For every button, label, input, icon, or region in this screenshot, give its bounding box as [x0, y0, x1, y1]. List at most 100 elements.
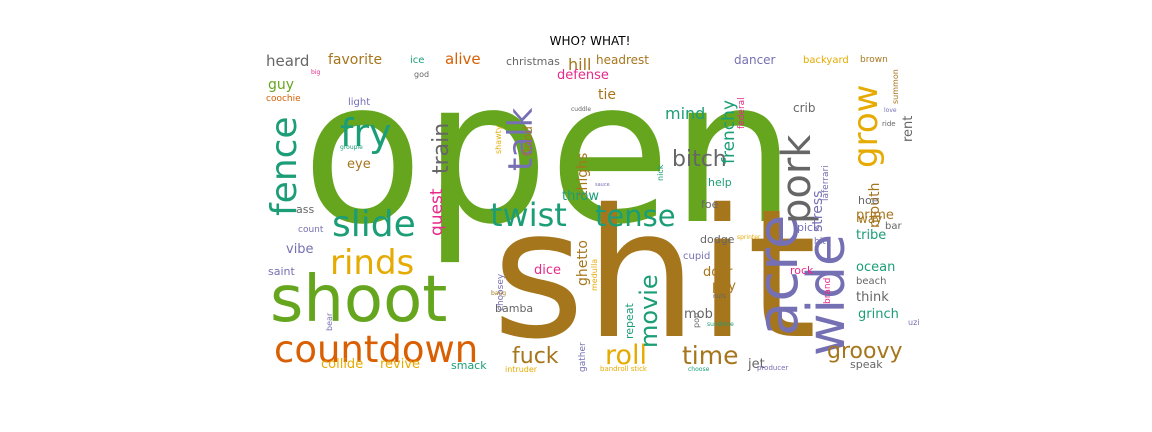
word-flood: flood	[521, 126, 535, 156]
word-brand: brand	[823, 278, 833, 304]
word-iconic: iconic	[358, 111, 381, 120]
word-love: love	[884, 107, 897, 114]
word-fence: fence	[264, 116, 305, 216]
word-medulla: medulla	[590, 259, 599, 291]
word-heard: heard	[266, 52, 309, 70]
word-defense: defense	[557, 68, 609, 83]
word-gather: gather	[578, 342, 588, 372]
word-mouth: mouth	[867, 183, 883, 228]
word-tie: tie	[598, 87, 616, 103]
word-shawty: shawty	[494, 125, 503, 154]
word-rinds: rinds	[330, 243, 414, 283]
word-nick: nick	[656, 164, 665, 181]
word-grow: grow	[846, 85, 886, 168]
word-bear: bear	[325, 312, 334, 331]
word-mob: mob	[684, 307, 713, 322]
word-dodge: dodge	[700, 233, 735, 246]
word-coochie: coochie	[266, 94, 301, 104]
chart-title: WHO? WHAT!	[549, 34, 631, 48]
word-throw: throw	[562, 189, 599, 204]
word-backyard: backyard	[803, 55, 849, 66]
word-federal: federal	[737, 97, 747, 129]
word-bamba: bamba	[495, 302, 533, 315]
word-hoe: hoe	[858, 194, 879, 207]
word-jet: jet	[747, 357, 765, 372]
word-groovy: groovy	[827, 339, 903, 364]
word-thighs: thighs	[575, 153, 591, 196]
word-bitch: bitch	[672, 147, 727, 172]
word-grinch: grinch	[858, 307, 899, 322]
word-acre: acre	[746, 215, 811, 336]
word-dancer: dancer	[734, 53, 776, 67]
word-bang: bang	[491, 290, 506, 297]
word-speak: speak	[850, 358, 883, 371]
word-pop: pop	[692, 313, 701, 328]
word-alive: alive	[445, 50, 481, 68]
word-smack: smack	[451, 359, 487, 372]
word-choose: choose	[688, 366, 710, 373]
word-pay: pay	[712, 279, 736, 294]
word-open: open	[302, 46, 796, 268]
word-help: help	[708, 176, 732, 189]
word-shoot: shoot	[270, 263, 447, 337]
word-uzi: uzi	[908, 318, 920, 327]
word-foe: foe	[701, 198, 719, 211]
word-countdown: countdown	[274, 328, 478, 371]
word-tribe: tribe	[856, 228, 886, 243]
word-ice: ice	[410, 55, 424, 66]
word-fuck: fuck	[512, 344, 559, 369]
word-prime: prime	[856, 208, 894, 223]
word-collide: collide	[321, 357, 363, 372]
word-hit: hit	[814, 237, 826, 247]
word-shit: shit	[492, 171, 817, 378]
word-pick: pick	[797, 221, 820, 234]
word-frenchy: frenchy	[719, 100, 739, 164]
word-nuts: nuts	[713, 293, 726, 300]
word-bar: bar	[885, 221, 902, 232]
word-sauce: sauce	[595, 182, 610, 188]
word-groupie: groupie	[340, 144, 363, 151]
word-rock: rock	[790, 264, 814, 277]
word-beach: beach	[856, 276, 886, 287]
word-movie: movie	[635, 274, 663, 348]
word-ghetto: ghetto	[575, 240, 591, 286]
word-bandroll-stick: bandroll stick	[600, 365, 648, 373]
word-cuddle: cuddle	[571, 106, 591, 113]
word-choosey: choosey	[496, 273, 506, 311]
word-summon: summon	[891, 69, 900, 104]
word-revive: revive	[380, 357, 420, 372]
word-repeat: repeat	[623, 302, 636, 339]
word-mind: mind	[665, 104, 705, 123]
word-fry: fry	[340, 111, 392, 155]
word-light: light	[348, 97, 370, 108]
word-ride: ride	[882, 120, 896, 128]
word-headrest: headrest	[596, 53, 649, 67]
word-vibe: vibe	[286, 242, 314, 257]
word-stress: stress	[810, 191, 826, 232]
word-way: way	[858, 212, 882, 226]
word-intruder: intruder	[505, 365, 538, 374]
word-talk: talk	[501, 107, 541, 171]
word-crib: crib	[793, 101, 815, 115]
word-wide: wide	[797, 234, 857, 356]
word-roll: roll	[605, 340, 647, 371]
word-train: train	[429, 123, 454, 174]
word-ocean: ocean	[856, 260, 895, 275]
word-hill: hill	[568, 55, 591, 74]
word-brown: brown	[860, 55, 888, 65]
word-cupid: cupid	[683, 251, 710, 262]
word-count: count	[298, 225, 324, 235]
word-tense: tense	[595, 199, 676, 233]
word-dice: dice	[534, 263, 561, 278]
word-ass: ass	[296, 203, 314, 216]
word-laferrari: laferrari	[821, 165, 831, 201]
word-rent: rent	[901, 116, 916, 142]
word-christmas: christmas	[506, 55, 560, 68]
word-sprinter: sprinter	[737, 234, 761, 241]
word-time: time	[682, 341, 738, 370]
word-twist: twist	[490, 196, 567, 234]
word-quest: quest	[427, 188, 447, 236]
word-producer: producer	[757, 364, 788, 372]
word-big: big	[311, 69, 320, 76]
